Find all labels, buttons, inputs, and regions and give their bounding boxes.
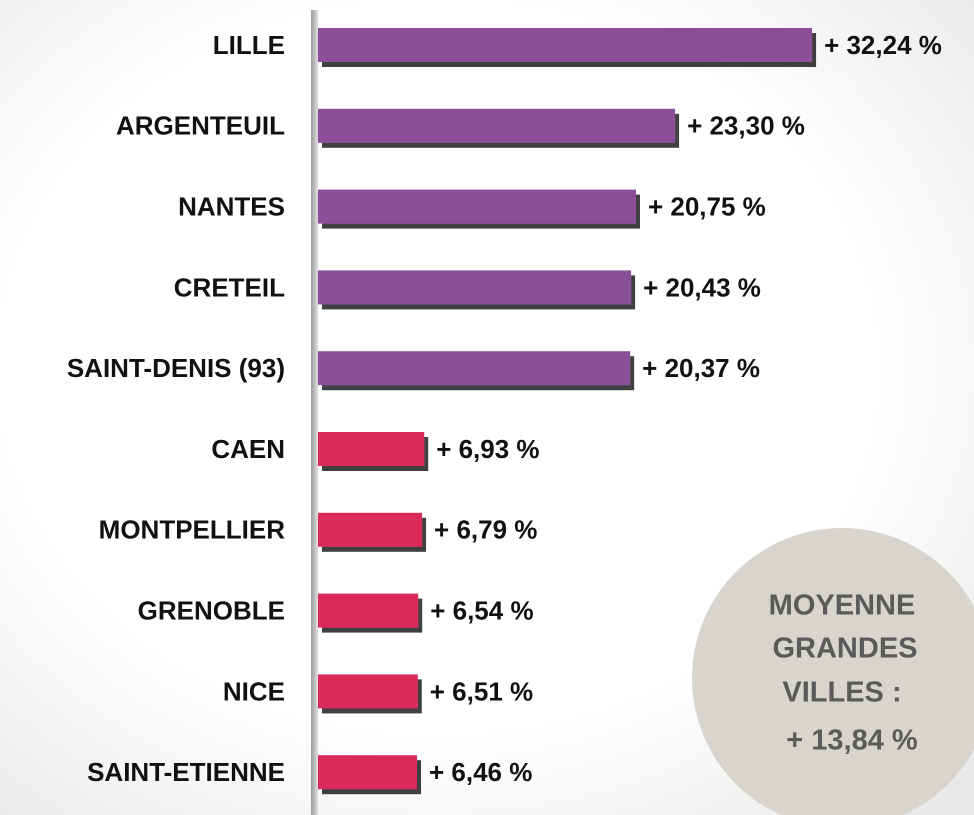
bar xyxy=(318,108,676,143)
value-label: + 6,93 % xyxy=(436,434,539,464)
value-label: + 6,46 % xyxy=(429,757,532,787)
axis-line xyxy=(311,10,318,815)
category-label: CAEN xyxy=(211,434,285,464)
bar xyxy=(318,189,636,224)
value-label: + 20,37 % xyxy=(642,353,760,383)
bar xyxy=(318,674,418,709)
value-label: + 20,43 % xyxy=(643,272,761,302)
bar xyxy=(318,432,425,466)
category-label: CRETEIL xyxy=(174,272,285,302)
category-label: GRENOBLE xyxy=(138,595,285,625)
category-label: LILLE xyxy=(213,30,285,60)
bar xyxy=(318,593,419,628)
annotation: GRANDES xyxy=(772,633,917,665)
bar xyxy=(318,351,631,386)
average-badge xyxy=(692,528,974,815)
value-label: + 32,24 % xyxy=(824,30,942,60)
category-label: NICE xyxy=(223,676,285,706)
bar xyxy=(318,512,423,547)
category-label: NANTES xyxy=(178,191,285,221)
annotation: MOYENNE xyxy=(769,590,916,622)
bar xyxy=(318,755,417,790)
category-label: MONTPELLIER xyxy=(99,515,286,545)
bar xyxy=(318,28,813,62)
annotation: + 13,84 % xyxy=(786,725,918,757)
value-label: + 6,79 % xyxy=(434,515,537,545)
value-label: + 6,54 % xyxy=(430,595,533,625)
category-label: ARGENTEUIL xyxy=(116,111,285,141)
category-label: SAINT-ETIENNE xyxy=(87,757,285,787)
category-label: SAINT-DENIS (93) xyxy=(67,353,285,383)
value-label: + 23,30 % xyxy=(687,111,805,141)
annotation: VILLES : xyxy=(782,677,901,709)
bar xyxy=(318,270,632,305)
value-label: + 6,51 % xyxy=(430,676,533,706)
value-label: + 20,75 % xyxy=(648,191,766,221)
